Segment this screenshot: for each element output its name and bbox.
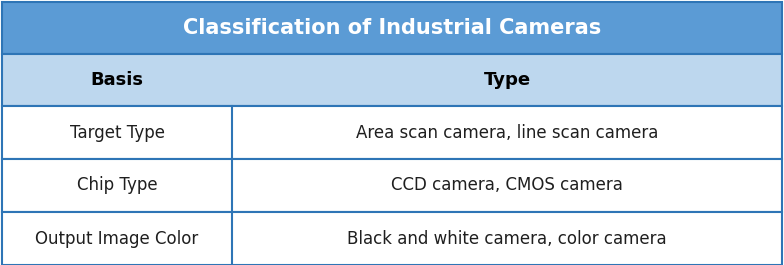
Text: Output Image Color: Output Image Color bbox=[35, 229, 198, 248]
Text: Black and white camera, color camera: Black and white camera, color camera bbox=[347, 229, 667, 248]
Bar bbox=[2, 159, 782, 212]
Text: Classification of Industrial Cameras: Classification of Industrial Cameras bbox=[183, 18, 601, 38]
Bar bbox=[2, 212, 782, 265]
Bar bbox=[2, 106, 782, 159]
Text: CCD camera, CMOS camera: CCD camera, CMOS camera bbox=[391, 176, 623, 195]
Text: Chip Type: Chip Type bbox=[77, 176, 158, 195]
Text: Target Type: Target Type bbox=[70, 123, 165, 142]
Text: Area scan camera, line scan camera: Area scan camera, line scan camera bbox=[356, 123, 659, 142]
Text: Basis: Basis bbox=[90, 71, 143, 89]
Bar bbox=[2, 2, 782, 54]
Bar bbox=[2, 54, 782, 106]
Text: Type: Type bbox=[484, 71, 531, 89]
